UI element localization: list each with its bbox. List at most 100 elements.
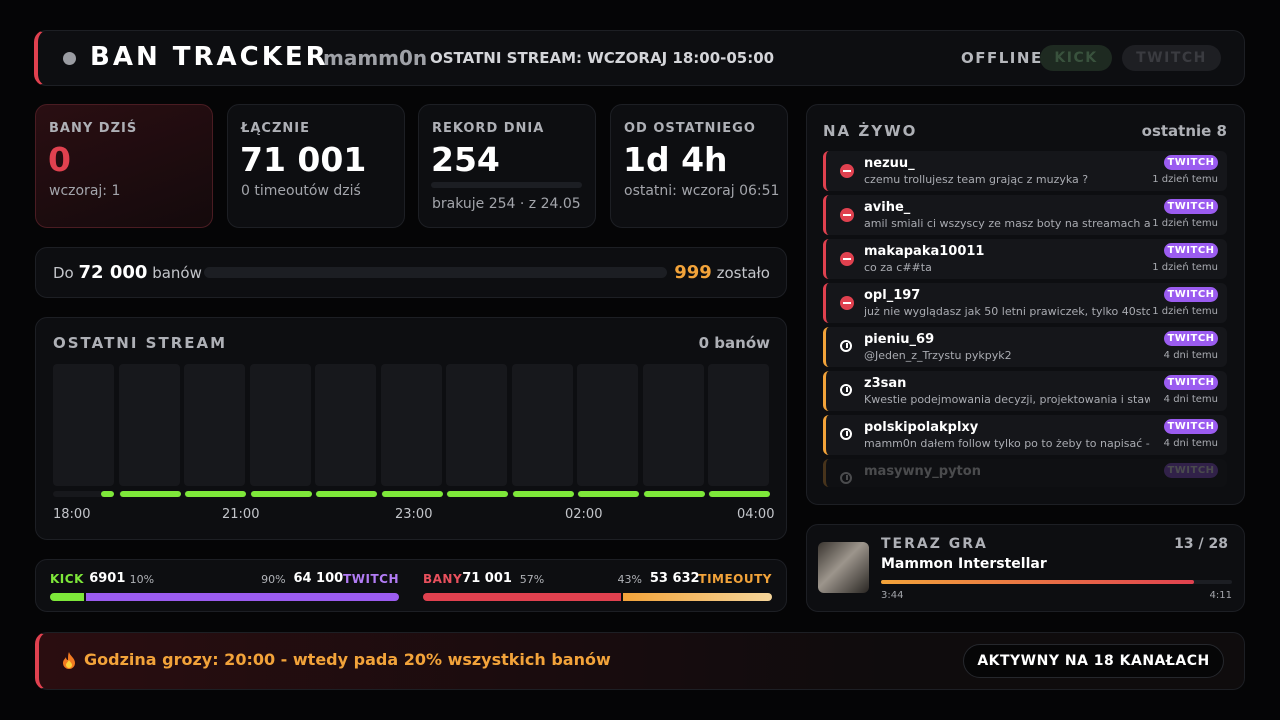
remaining-label: zostało bbox=[716, 264, 770, 282]
split-left-value: 6901 bbox=[89, 571, 126, 586]
platform-badge: TWITCH bbox=[1164, 199, 1218, 214]
split-left-name: KICK bbox=[50, 572, 84, 586]
stat-value: 0 bbox=[48, 140, 71, 179]
split-card bbox=[35, 559, 787, 612]
split-left-pct: 57% bbox=[519, 573, 545, 586]
hour-column bbox=[184, 364, 245, 486]
hour-column bbox=[118, 364, 180, 486]
time-label: 18:00 bbox=[53, 507, 91, 522]
hour-column bbox=[642, 364, 704, 486]
feed-item: masywny_pyton TWITCH bbox=[823, 459, 1227, 487]
timeline-active bbox=[447, 491, 508, 497]
stat-value: 1d 4h bbox=[623, 140, 728, 179]
feed-message: co za c##ta bbox=[864, 261, 932, 274]
timeline-track bbox=[53, 491, 114, 497]
platform-badge: TWITCH bbox=[1164, 463, 1218, 478]
footer-alert: Godzina grozy: 20:00 - wtedy pada 20% ws… bbox=[84, 650, 611, 669]
timeout-icon bbox=[840, 384, 852, 396]
feed-message: @Jeden_z_Trzystu pykpyk2 bbox=[864, 349, 1012, 362]
timeline-active bbox=[101, 491, 114, 497]
goal-unit: banów bbox=[152, 264, 202, 282]
time-label: 02:00 bbox=[565, 507, 603, 522]
feed-time: 1 dzień temu bbox=[1152, 174, 1218, 185]
feed-user: pieniu_69 bbox=[864, 332, 935, 347]
live-count: ostatnie 8 bbox=[1141, 122, 1227, 140]
last-stream: OSTATNI STREAM: WCZORAJ 18:00-05:00 bbox=[430, 49, 775, 67]
platform-badge: TWITCH bbox=[1164, 419, 1218, 434]
timeline-active bbox=[250, 491, 312, 497]
album-cover bbox=[818, 542, 869, 593]
twitch-toggle[interactable]: TWITCH bbox=[1122, 45, 1221, 71]
platform-badge: TWITCH bbox=[1164, 375, 1218, 390]
platform-badge: TWITCH bbox=[1164, 155, 1218, 170]
platform-badge: TWITCH bbox=[1164, 243, 1218, 258]
timeline-active bbox=[119, 491, 181, 497]
goal-text: Do 72 000 banów bbox=[53, 262, 202, 283]
track-duration: 4:11 bbox=[1209, 590, 1232, 601]
stat-value: 71 001 bbox=[240, 140, 367, 179]
timeout-hand bbox=[846, 387, 848, 392]
time-label: 21:00 bbox=[222, 507, 260, 522]
stat-note: brakuje 254 · z 24.05 bbox=[432, 196, 581, 212]
feed-time: 1 dzień temu bbox=[1152, 306, 1218, 317]
feed-user: z3san bbox=[864, 376, 907, 391]
ban-icon bbox=[840, 164, 854, 178]
feed-message: już nie wyglądasz jak 50 letni prawiczek… bbox=[864, 305, 1150, 318]
timeline-active bbox=[709, 491, 770, 497]
timeout-icon bbox=[840, 472, 852, 484]
track-progress-fill bbox=[881, 580, 1195, 584]
feed-user: nezuu_ bbox=[864, 156, 915, 171]
track-title: Mammon Interstellar bbox=[881, 556, 1047, 572]
hour-column bbox=[53, 364, 114, 486]
timeline-active bbox=[643, 491, 705, 497]
stat-label: BANY DZIŚ bbox=[49, 121, 138, 136]
goal-remaining: 999 zostało bbox=[674, 262, 770, 283]
hour-column bbox=[249, 364, 311, 486]
status-dot bbox=[63, 52, 76, 65]
timeout-icon bbox=[840, 340, 852, 352]
hour-column bbox=[380, 364, 442, 486]
ban-bar bbox=[843, 302, 851, 304]
split-right-name: TIMEOUTY bbox=[698, 572, 772, 586]
hour-column bbox=[511, 364, 573, 486]
stat-note: wczoraj: 1 bbox=[49, 183, 121, 199]
hour-column bbox=[315, 364, 376, 486]
timeline-active bbox=[185, 491, 246, 497]
track-progress bbox=[881, 580, 1232, 584]
fire-icon bbox=[63, 652, 75, 669]
track-elapsed: 3:44 bbox=[881, 590, 904, 601]
feed-item: pieniu_69 @Jeden_z_Trzystu pykpyk2 TWITCH 4… bbox=[823, 327, 1227, 367]
channel-name: mamm0n bbox=[323, 46, 428, 70]
timeline-active bbox=[316, 491, 377, 497]
goal-progress bbox=[204, 267, 667, 278]
timeline-active bbox=[381, 491, 443, 497]
feed-user: polskipolakplxy bbox=[864, 420, 979, 435]
track-position: 13 / 28 bbox=[1174, 536, 1228, 552]
feed-time: 4 dni temu bbox=[1163, 394, 1218, 405]
feed-time: 4 dni temu bbox=[1163, 438, 1218, 449]
stream-total: 0 banów bbox=[698, 334, 770, 352]
stat-note: ostatni: wczoraj 06:51 bbox=[624, 183, 780, 199]
split-bar-left bbox=[423, 593, 621, 601]
stat-card bbox=[35, 104, 213, 228]
split-right-value: 53 632 bbox=[649, 571, 700, 586]
hour-column bbox=[446, 364, 507, 486]
feed-user: opl_197 bbox=[864, 288, 921, 303]
feed-message: mamm0n dałem follow tylko po to żeby to … bbox=[864, 437, 1150, 450]
split-bar-right bbox=[622, 593, 772, 601]
split-right-name: TWITCH bbox=[343, 572, 399, 586]
ban-bar bbox=[843, 170, 851, 172]
feed-item: opl_197 już nie wyglądasz jak 50 letni pr… bbox=[823, 283, 1227, 323]
split-right-pct: 43% bbox=[617, 573, 642, 586]
ban-bar bbox=[843, 214, 851, 216]
feed-message: czemu trollujesz team grając z muzyka ? bbox=[864, 173, 1089, 186]
kick-toggle[interactable]: KICK bbox=[1040, 45, 1112, 71]
split-bar-right bbox=[85, 593, 399, 601]
stat-card bbox=[610, 104, 788, 228]
stat-card bbox=[227, 104, 405, 228]
app-title: BAN TRACKER bbox=[90, 42, 329, 72]
now-playing-card bbox=[806, 524, 1245, 612]
split-left-pct: 10% bbox=[129, 573, 155, 586]
